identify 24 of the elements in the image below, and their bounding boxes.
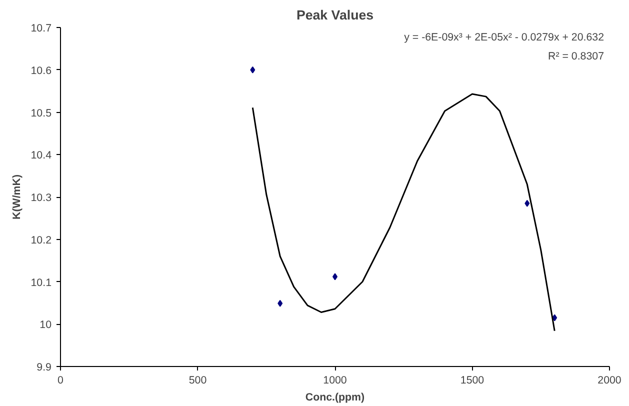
x-tick-label: 500 xyxy=(188,374,207,386)
point xyxy=(524,200,530,207)
y-tick-label: 10.6 xyxy=(30,64,52,77)
y-tick-label: 9.9 xyxy=(36,362,52,374)
y-tick-label: 10.3 xyxy=(30,192,52,204)
y-tick-label: 10.5 xyxy=(30,107,52,120)
annotation: R² = 0.8307 xyxy=(548,50,604,62)
y-tick-label: 10 xyxy=(40,319,52,332)
chart-title: Peak Values xyxy=(296,8,374,22)
y-axis-title: K(W/mK) xyxy=(10,174,23,220)
x-tick-label: 2000 xyxy=(598,374,622,386)
x-tick-label: 1500 xyxy=(460,374,484,386)
y-tick-label: 10.4 xyxy=(30,150,52,162)
y-tick-label: 10.7 xyxy=(30,22,52,34)
point xyxy=(278,300,283,307)
annotation: y = -6E-09x³ + 2E-05x² - 0.0279x + 20.632 xyxy=(404,32,604,44)
y-tick-label: 10.1 xyxy=(30,276,52,289)
point xyxy=(250,66,256,74)
x-tick-label: 1000 xyxy=(323,374,347,386)
point xyxy=(552,314,558,322)
line-series xyxy=(252,93,556,332)
x-axis-title: Conc.(ppm) xyxy=(305,392,366,404)
y-tick-label: 10.2 xyxy=(30,234,52,246)
x-tick-label: 0 xyxy=(58,374,64,386)
